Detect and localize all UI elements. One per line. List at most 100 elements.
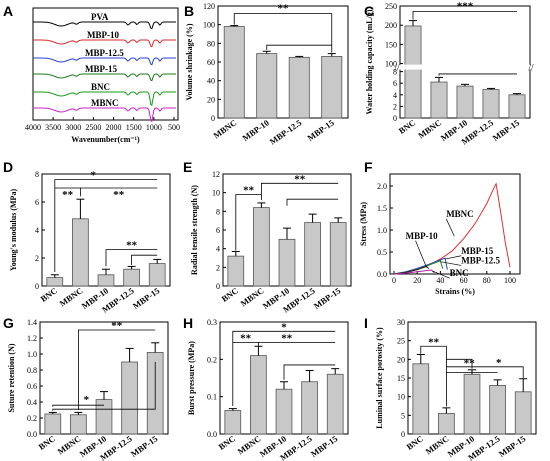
significance-bracket	[52, 362, 156, 411]
significance-bracket	[420, 345, 447, 407]
bar-mbp-12.5	[121, 361, 138, 435]
y-axis-label: Stress (MPa)	[359, 202, 368, 246]
y-tick-label: 0.2	[27, 414, 37, 423]
ftir-series-mbnc	[33, 107, 176, 123]
category-label: MBP-10	[240, 117, 270, 143]
y-tick-label: 20	[207, 95, 215, 104]
significance-stars: **	[240, 333, 252, 345]
y-tick-label: 0.1	[207, 393, 217, 402]
significance-bracket	[105, 249, 158, 267]
significance-stars: *	[90, 170, 96, 182]
significance-stars: **	[281, 333, 293, 345]
leader-line	[415, 240, 427, 268]
y-tick-label: 0	[35, 282, 39, 291]
x-tick-label: 3500	[45, 123, 61, 132]
bar-bnc	[224, 410, 242, 435]
series-label: MBP-10	[406, 231, 438, 241]
bar-bnc	[227, 255, 245, 287]
y-tick-label: 0	[393, 114, 397, 123]
panel-label-h: H	[183, 315, 193, 331]
bar-mbnc	[253, 207, 270, 287]
category-label: MBP-15	[129, 433, 159, 459]
significance-stars: **	[111, 320, 123, 332]
axis-break-mark: //	[528, 63, 534, 73]
x-tick-label: 1500	[126, 123, 142, 132]
bar-mbp-10	[278, 238, 296, 287]
y-tick-label: 0	[211, 114, 215, 123]
ftir-series-mbp-12.5	[33, 57, 176, 66]
significance-stars: **	[113, 189, 125, 201]
y-axis-label: Burst pressure (MPa)	[187, 341, 196, 415]
category-label: MBP-15	[131, 285, 161, 311]
panel-f-frame	[389, 173, 521, 275]
y-tick-label: 80	[207, 39, 215, 48]
panel-label-d: D	[3, 159, 13, 175]
y-tick-label: 8	[35, 170, 39, 179]
y-tick-label: 4	[35, 226, 39, 235]
series-label: MBP-12.5	[461, 255, 500, 265]
bar-mbp-15	[514, 391, 532, 435]
series-label: BNC	[91, 82, 110, 92]
x-tick-label: 80	[483, 276, 491, 285]
bar-mbnc	[430, 81, 448, 119]
y-tick-label: 10	[212, 189, 220, 198]
significance-stars: **	[294, 173, 306, 185]
bar-mbp-15	[508, 94, 526, 119]
y-tick-label: 8	[216, 207, 220, 216]
series-label: MBP-10	[87, 30, 119, 40]
x-tick-label: 500	[168, 123, 180, 132]
significance-bracket	[235, 194, 262, 251]
y-tick-label: 0.0	[207, 430, 217, 439]
category-label: BNC	[405, 433, 425, 451]
panel-label-i: I	[364, 315, 368, 331]
category-label: MBP-12.5	[268, 117, 304, 146]
significance-bracket	[232, 330, 336, 406]
significance-bracket	[283, 364, 336, 380]
bar-mbnc	[223, 26, 245, 119]
bar-break-gap	[403, 64, 423, 70]
significance-stars: **	[464, 357, 476, 369]
significance-stars: *	[281, 321, 287, 333]
x-tick-label: 40	[436, 276, 444, 285]
y-tick-label: 200	[385, 21, 397, 30]
category-label: MBNC	[211, 117, 238, 140]
y-tick-label: 12	[212, 170, 220, 179]
y-tick-label: 1.5	[377, 204, 387, 213]
y-tick-label: 2	[35, 254, 39, 263]
y-tick-label: 1.0	[27, 350, 37, 359]
bar-mbp-12.5	[489, 385, 506, 435]
bar-bnc	[404, 25, 422, 119]
y-axis-label: Volume shrinkage (%)	[185, 23, 194, 100]
leader-line	[432, 270, 450, 279]
y-tick-label: 0.0	[377, 270, 387, 279]
significance-stars: **	[62, 189, 74, 201]
y-tick-label: 150	[385, 40, 397, 49]
panel-label-f: F	[364, 159, 373, 175]
series-label: BNC	[450, 268, 469, 278]
y-tick-label: 0.5	[377, 248, 387, 257]
panel-a-frame	[32, 7, 179, 121]
bar-mbnc	[250, 355, 267, 435]
bar-mbp-12.5	[482, 89, 500, 119]
y-tick-label: 30	[397, 318, 405, 327]
ftir-series-mbp-10	[33, 39, 176, 48]
category-label: MBP-15	[497, 433, 527, 459]
significance-stars: **	[126, 240, 138, 252]
y-tick-label: 0.4	[27, 398, 37, 407]
bar-bnc	[46, 277, 64, 287]
bar-bnc	[412, 363, 430, 435]
y-axis-label: Suture retention (N)	[7, 343, 16, 412]
bar-bnc	[44, 413, 62, 435]
series-label: MBP-15	[85, 64, 117, 74]
y-tick-label: 0	[401, 430, 405, 439]
bar-mbp-12.5	[301, 381, 318, 435]
y-tick-label: 0.6	[27, 382, 37, 391]
ftir-series-pva	[33, 21, 176, 30]
y-tick-label: 2	[393, 102, 397, 111]
bar-mbp-10	[97, 274, 115, 287]
category-label: MBP-15	[309, 433, 339, 459]
y-tick-label: 250	[385, 2, 397, 11]
significance-bracket	[54, 179, 158, 272]
leader-line	[444, 255, 462, 260]
